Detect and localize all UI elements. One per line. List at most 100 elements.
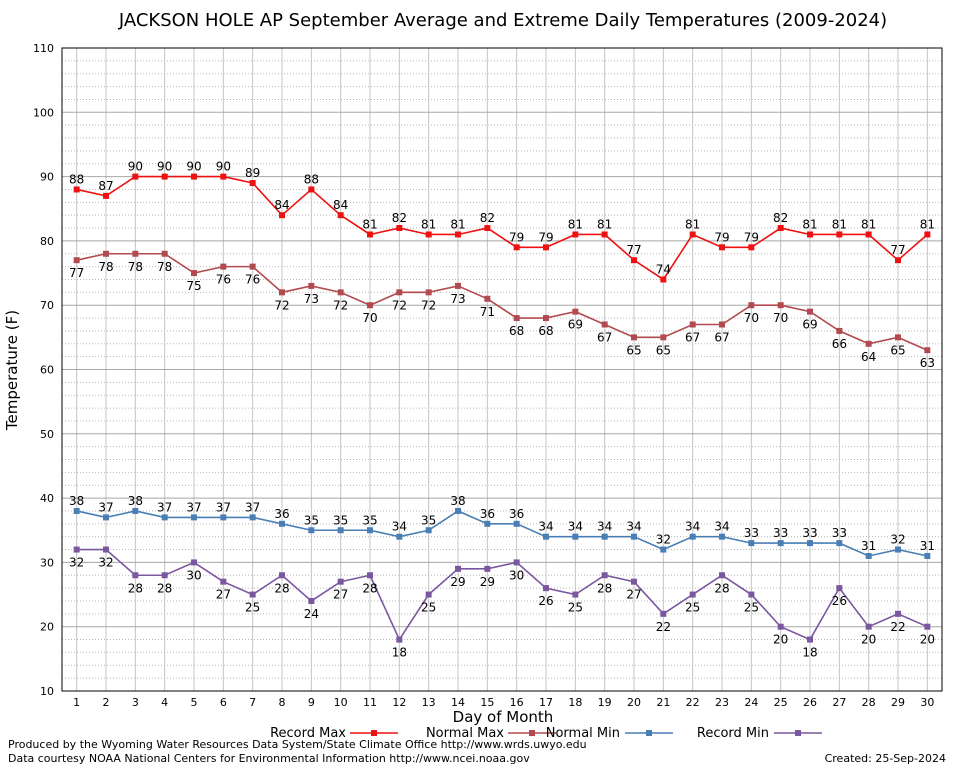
data-label: 67 bbox=[597, 330, 612, 344]
data-label: 20 bbox=[920, 633, 935, 647]
data-point bbox=[279, 572, 285, 579]
data-point bbox=[425, 231, 432, 238]
x-tick-label: 6 bbox=[220, 696, 227, 709]
data-point bbox=[543, 315, 549, 322]
credit-line-2: Data courtesy NOAA National Centers for … bbox=[8, 752, 530, 765]
data-point bbox=[308, 527, 315, 534]
data-label: 88 bbox=[69, 172, 84, 186]
data-label: 81 bbox=[685, 217, 700, 231]
data-label: 22 bbox=[890, 620, 905, 634]
data-point bbox=[631, 257, 637, 264]
data-label: 70 bbox=[773, 311, 788, 325]
data-point bbox=[543, 585, 549, 592]
data-label: 37 bbox=[157, 500, 172, 514]
data-point bbox=[895, 610, 901, 617]
data-label: 28 bbox=[597, 581, 612, 595]
data-point bbox=[865, 552, 872, 559]
data-label: 34 bbox=[714, 520, 729, 534]
chart-title: JACKSON HOLE AP September Average and Ex… bbox=[118, 10, 887, 31]
data-label: 90 bbox=[157, 160, 172, 174]
legend-marker bbox=[646, 730, 652, 736]
data-label: 81 bbox=[362, 217, 377, 231]
data-point bbox=[337, 578, 344, 585]
legend-item: Record Min bbox=[697, 726, 822, 741]
data-label: 25 bbox=[744, 601, 759, 615]
data-label: 27 bbox=[626, 588, 641, 602]
data-point bbox=[572, 308, 579, 315]
data-label: 28 bbox=[362, 581, 377, 595]
data-point bbox=[103, 514, 109, 521]
data-label: 34 bbox=[626, 520, 641, 534]
data-label: 31 bbox=[861, 539, 876, 553]
x-tick-label: 27 bbox=[832, 696, 846, 709]
data-label: 81 bbox=[920, 217, 935, 231]
data-label: 34 bbox=[568, 520, 583, 534]
data-label: 82 bbox=[773, 211, 788, 225]
data-label: 87 bbox=[98, 179, 113, 193]
data-point bbox=[513, 559, 520, 566]
data-label: 81 bbox=[802, 217, 817, 231]
y-tick-label: 40 bbox=[40, 492, 54, 505]
data-point bbox=[924, 623, 931, 630]
y-tick-label: 30 bbox=[40, 556, 54, 569]
series-normal-max: 77 78 78 78 75 76 76 72 73 72 70 72 72 73 71 68 68 69 67 65… bbox=[69, 250, 935, 370]
data-point bbox=[161, 514, 168, 521]
series-normal-min: 38 37 38 37 37 37 37 36 35 35 35 34 35 38 36 36 34 34 34 34… bbox=[69, 494, 935, 559]
data-point bbox=[748, 591, 755, 598]
x-tick-label: 8 bbox=[279, 696, 286, 709]
data-label: 26 bbox=[538, 594, 553, 608]
y-tick-label: 60 bbox=[40, 364, 54, 377]
data-point bbox=[337, 527, 344, 534]
data-point bbox=[220, 263, 227, 270]
data-label: 79 bbox=[744, 230, 759, 244]
data-point bbox=[367, 231, 373, 238]
data-point bbox=[865, 340, 872, 347]
data-point bbox=[455, 507, 461, 514]
data-label: 82 bbox=[392, 211, 407, 225]
data-label: 68 bbox=[538, 324, 553, 338]
data-point bbox=[484, 295, 491, 302]
data-point bbox=[73, 186, 80, 193]
data-label: 22 bbox=[656, 620, 671, 634]
data-point bbox=[836, 585, 843, 592]
data-label: 90 bbox=[128, 160, 143, 174]
data-point bbox=[895, 546, 901, 553]
data-label: 37 bbox=[98, 500, 113, 514]
data-point bbox=[807, 308, 813, 315]
data-label: 90 bbox=[186, 160, 201, 174]
data-point bbox=[777, 302, 784, 309]
data-label: 37 bbox=[216, 500, 231, 514]
data-point bbox=[73, 257, 80, 264]
plot-frame bbox=[61, 47, 943, 692]
data-label: 37 bbox=[186, 500, 201, 514]
data-point bbox=[924, 347, 931, 354]
data-label: 26 bbox=[832, 594, 847, 608]
data-label: 82 bbox=[480, 211, 495, 225]
data-point bbox=[220, 514, 227, 521]
data-point bbox=[865, 623, 872, 630]
data-point bbox=[807, 636, 813, 643]
data-label: 34 bbox=[538, 520, 553, 534]
data-label: 25 bbox=[685, 601, 700, 615]
data-label: 27 bbox=[216, 588, 231, 602]
data-point bbox=[807, 540, 813, 547]
data-point bbox=[73, 546, 80, 553]
data-point bbox=[161, 250, 168, 257]
data-point bbox=[220, 173, 227, 180]
data-label: 77 bbox=[626, 243, 641, 257]
data-label: 33 bbox=[802, 526, 817, 540]
data-point bbox=[513, 315, 520, 322]
y-tick-label: 80 bbox=[40, 235, 54, 248]
data-point bbox=[191, 559, 197, 566]
data-point bbox=[895, 334, 901, 341]
y-axis: 10 20 30 40 50 60 70 80 90 100 110 bbox=[33, 42, 54, 698]
x-tick-label: 12 bbox=[392, 696, 406, 709]
data-point bbox=[308, 597, 315, 604]
data-label: 37 bbox=[245, 500, 260, 514]
x-tick-label: 15 bbox=[480, 696, 494, 709]
data-label: 25 bbox=[245, 601, 260, 615]
x-tick-label: 1 bbox=[73, 696, 80, 709]
data-label: 78 bbox=[98, 260, 113, 274]
data-label: 35 bbox=[304, 513, 319, 527]
legend-item: Normal Max bbox=[426, 726, 556, 741]
